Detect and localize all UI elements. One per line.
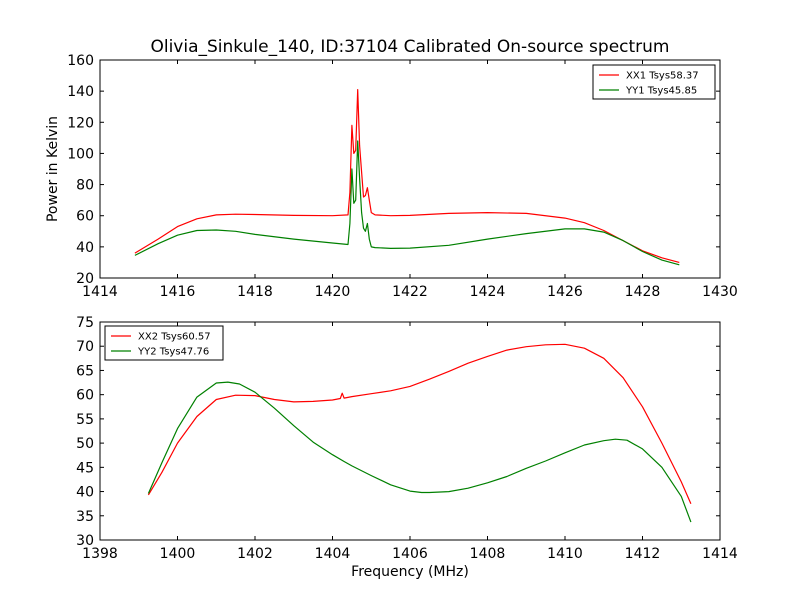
x-tick-label: 1414 — [702, 546, 738, 562]
x-tick-label: 1428 — [625, 284, 661, 300]
y-tick-label: 40 — [76, 240, 94, 256]
x-tick-label: 1404 — [315, 546, 351, 562]
x-tick-label: 1418 — [237, 284, 273, 300]
legend: XX2 Tsys60.57 YY2 Tsys47.76 — [104, 325, 224, 361]
x-tick-label: 1422 — [392, 284, 428, 300]
legend-entry-2: YY1 Tsys45.85 — [625, 86, 697, 97]
y-tick-label: 120 — [67, 115, 94, 131]
y-tick-label: 35 — [76, 509, 94, 525]
y-tick-label: 55 — [76, 412, 94, 428]
series-line-1 — [147, 343, 692, 504]
chart-title: Olivia_Sinkule_140, ID:37104 Calibrated … — [150, 37, 669, 57]
y-tick-label: 140 — [67, 84, 94, 100]
y-tick-label: 70 — [76, 339, 94, 355]
bottom-subplot: 1398 1400 1402 1404 1406 1408 1410 1412 1414 30 35… — [76, 315, 738, 580]
y-tick-label: 20 — [76, 271, 94, 287]
x-tick-label: 1426 — [547, 284, 583, 300]
series-line-2 — [147, 381, 692, 523]
x-tick-label: 1400 — [160, 546, 196, 562]
x-tick-label: 1406 — [392, 546, 428, 562]
y-tick-label: 30 — [76, 533, 94, 549]
y-tick-label: 50 — [76, 436, 94, 452]
y-tick-label: 60 — [76, 209, 94, 225]
series-line-2 — [134, 140, 680, 266]
y-tick-label: 60 — [76, 388, 94, 404]
legend: XX1 Tsys58.37 YY1 Tsys45.85 — [592, 64, 716, 100]
x-tick-label: 1424 — [470, 284, 506, 300]
series-line-1 — [134, 88, 680, 263]
x-tick-label: 1398 — [82, 546, 118, 562]
x-tick-label: 1414 — [82, 284, 118, 300]
x-tick-label: 1416 — [160, 284, 196, 300]
x-axis-label: Frequency (MHz) — [351, 564, 469, 580]
y-tick-label: 75 — [76, 315, 94, 331]
y-tick-label: 80 — [76, 178, 94, 194]
x-tick-label: 1430 — [702, 284, 738, 300]
x-tick-label: 1410 — [547, 546, 583, 562]
y-tick-label: 65 — [76, 363, 94, 379]
top-subplot: 1414 1416 1418 1420 1422 1424 1426 1428 1430 20 40… — [45, 37, 738, 300]
legend-box — [104, 325, 224, 361]
legend-box — [592, 64, 716, 100]
x-tick-label: 1408 — [470, 546, 506, 562]
y-tick-label: 45 — [76, 460, 94, 476]
legend-entry-2: YY2 Tsys47.76 — [137, 347, 209, 358]
y-tick-label: 160 — [67, 53, 94, 69]
legend-entry-1: XX2 Tsys60.57 — [138, 332, 211, 343]
x-tick-label: 1412 — [625, 546, 661, 562]
y-axis-label: Power in Kelvin — [45, 116, 61, 222]
legend-entry-1: XX1 Tsys58.37 — [626, 71, 699, 82]
y-tick-label: 40 — [76, 485, 94, 501]
x-tick-label: 1420 — [315, 284, 351, 300]
y-tick-label: 100 — [67, 146, 94, 162]
x-tick-label: 1402 — [237, 546, 273, 562]
